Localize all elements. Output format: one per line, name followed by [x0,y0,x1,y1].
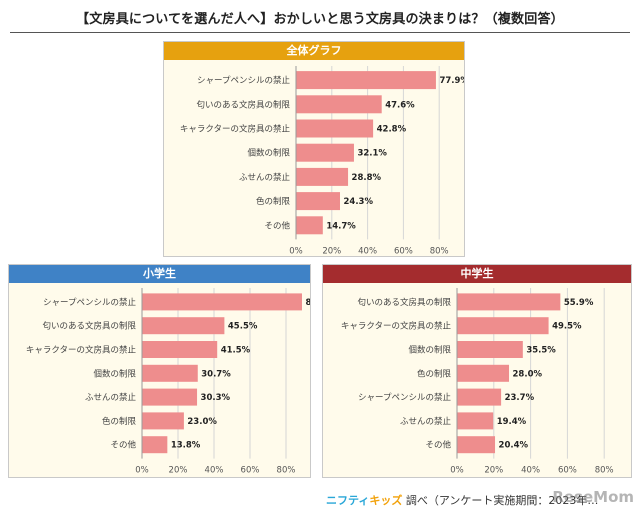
panel-title-elementary: 小学生 [9,265,310,283]
data-label: 41.5% [221,346,251,356]
bar [296,119,374,138]
category-label: ふせんの禁止 [239,172,291,183]
category-label: 匂いのある文房具の制限 [196,99,290,110]
x-tick-label: 40% [358,246,377,256]
bar [457,317,549,335]
bar [142,317,225,335]
data-label: 24.3% [343,197,373,207]
category-label: シャープペンシルの禁止 [197,75,290,86]
chart-overall: 0% 20% 40% 60% 80% シャープペンシルの禁止 77.9% 匂いのある文房具の制… [180,66,464,256]
data-label: 23.0% [187,417,217,427]
bar [457,436,496,454]
x-tick-label: 40% [205,466,224,476]
data-label: 30.7% [201,369,231,379]
data-label: 14.7% [326,221,356,231]
brand-name-kids: キッズ [369,494,403,507]
x-tick-label: 0% [289,246,303,256]
data-label: 23.7% [505,393,535,403]
category-label: その他 [110,440,136,451]
bar [296,95,382,114]
chart-elementary: 0% 20% 40% 60% 80% シャープペンシルの禁止 88.6% 匂いのある文房具の制… [26,288,310,476]
bar [457,412,494,430]
bar [296,216,323,235]
chart-panel-elementary: 小学生 0% 20% 40% 60% 80% シャープペンシルの禁止 88.6% 匂いのある文… [8,264,311,478]
panel-title-middle: 中学生 [323,265,631,283]
source-text: 調べ（アンケート実施期間：2023年… [405,494,599,507]
bar [142,436,168,454]
x-tick-label: 80% [277,466,296,476]
category-label: 個数の制限 [247,148,290,159]
category-label: 個数の制限 [93,368,136,379]
data-label: 28.0% [513,369,543,379]
bar [296,192,340,211]
category-label: キャラクターの文房具の禁止 [341,321,452,332]
page-title: 【文房具についてを選んだ人へ】おかしいと思う文房具の決まりは？（複数回答） [76,12,564,27]
x-tick-label: 0% [450,466,464,476]
source-footer: ニフティキッズ 調べ（アンケート実施期間：2023年… [326,492,598,508]
bar [142,388,198,406]
category-label: シャープペンシルの禁止 [43,297,136,308]
panel-title-overall: 全体グラフ [164,42,464,60]
bar [296,71,436,90]
brand-name-nifty: ニフティ [326,494,370,507]
category-label: 匂いのある文房具の制限 [42,321,136,332]
bar [142,341,218,358]
x-tick-label: 80% [430,246,449,256]
category-label: 色の制限 [256,196,291,207]
data-label: 77.9% [439,76,464,86]
category-label: ふせんの禁止 [85,392,137,403]
data-label: 28.8% [352,173,382,183]
category-label: 色の制限 [417,368,452,379]
bar [296,143,354,162]
data-label: 30.3% [201,393,231,403]
x-tick-label: 20% [322,246,341,256]
data-label: 13.8% [171,441,201,451]
category-label: 色の制限 [102,416,137,427]
chart-middle: 0% 20% 40% 60% 80% 匂いのある文房具の制限 55.9% キャラクターの文房具… [341,288,614,476]
bar [142,412,184,430]
x-tick-label: 80% [595,466,614,476]
x-tick-label: 60% [558,466,577,476]
bar [457,364,510,382]
data-label: 42.8% [377,125,407,135]
title-divider [10,32,630,33]
x-tick-label: 20% [484,466,503,476]
data-label: 35.5% [526,346,556,356]
bar [142,293,302,311]
x-tick-label: 0% [135,466,149,476]
x-tick-label: 40% [521,466,540,476]
category-label: 匂いのある文房具の制限 [357,297,451,308]
category-label: ふせんの禁止 [400,416,452,427]
data-label: 88.6% [305,298,310,308]
category-label: その他 [425,440,451,451]
category-label: キャラクターの文房具の禁止 [180,124,291,135]
category-label: キャラクターの文房具の禁止 [26,345,137,356]
category-label: シャープペンシルの禁止 [358,392,451,403]
resemom-watermark: ReseMom [552,488,634,506]
bar [457,341,523,358]
category-label: その他 [264,220,290,231]
chart-panel-middle: 中学生 0% 20% 40% 60% 80% 匂いのある文房具の制限 55.9% キャラクター… [322,264,632,478]
data-label: 47.6% [385,100,415,110]
data-label: 19.4% [497,417,527,427]
x-tick-label: 60% [241,466,260,476]
bar [457,293,561,311]
data-label: 20.4% [499,441,529,451]
category-label: 個数の制限 [408,345,451,356]
bar [457,388,502,406]
data-label: 49.5% [552,322,582,332]
x-tick-label: 20% [169,466,188,476]
data-label: 45.5% [228,322,258,332]
chart-panel-overall: 全体グラフ 0% 20% 40% 60% 80% シャープペンシルの禁止 77.9% 匂いのあ… [163,41,465,257]
data-label: 32.1% [357,149,387,159]
data-label: 55.9% [564,298,594,308]
x-tick-label: 60% [394,246,413,256]
bar [142,364,198,382]
bar [296,167,349,186]
